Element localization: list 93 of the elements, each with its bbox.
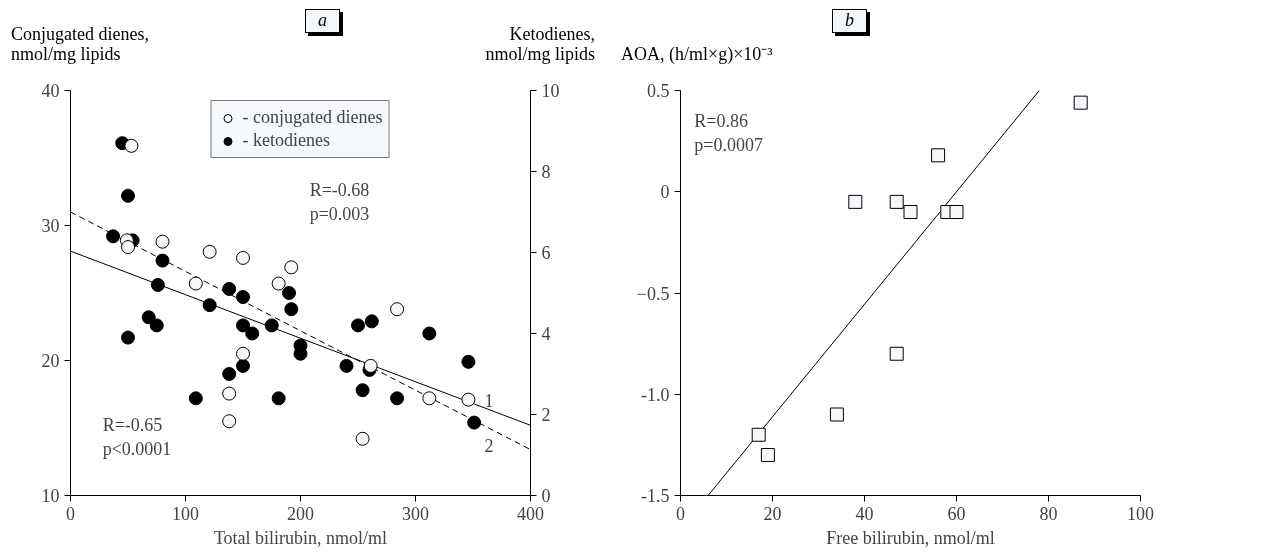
point: [222, 414, 237, 429]
x-tick-label: 40: [855, 503, 874, 524]
point: [355, 383, 370, 398]
point: [903, 205, 918, 219]
y-tick-label: 20: [41, 351, 60, 371]
y-axis-title: AOA, (h/ml×g)×10⁻³: [621, 44, 773, 65]
point: [284, 302, 299, 317]
point: [461, 354, 476, 369]
point: [760, 448, 775, 462]
point: [889, 346, 904, 361]
point: [236, 318, 250, 333]
point: [121, 330, 135, 345]
point: [422, 391, 437, 406]
point: [467, 415, 482, 430]
point: [390, 302, 405, 317]
point: [284, 260, 299, 275]
legend-label: - conjugated dienes: [242, 107, 383, 128]
x-tick-label: 200: [287, 503, 314, 524]
y-tick-label: -1.0: [641, 384, 670, 405]
point: [188, 391, 203, 406]
y-tick-label: 0: [660, 182, 670, 203]
point: [222, 281, 237, 296]
y-tick-label: 30: [41, 216, 60, 236]
x-tick-label: 0: [66, 503, 75, 524]
y2-tick-label: 8: [541, 162, 551, 182]
x-tick-label: 60: [947, 503, 966, 524]
point: [363, 358, 378, 373]
x-axis-title: Total bilirubin, nmol/ml: [213, 527, 388, 548]
point: [202, 298, 217, 313]
y-tick-label: −0.5: [636, 283, 670, 304]
x-tick-label: 0: [676, 503, 685, 524]
annotation: R=0.86 p=0.0007: [694, 110, 763, 155]
point: [236, 358, 250, 373]
point: [155, 234, 170, 249]
y2-tick-label: 10: [541, 81, 560, 101]
y2-tick-label: 6: [541, 243, 551, 263]
point: [271, 391, 286, 406]
point: [848, 194, 863, 209]
point: [155, 253, 170, 268]
point: [931, 148, 946, 163]
point: [264, 318, 279, 333]
x-tick-label: 20: [763, 503, 782, 524]
point: [355, 431, 370, 446]
point: [236, 250, 250, 265]
y2-tick-label: 0: [541, 486, 551, 506]
point: [121, 188, 135, 203]
point: [829, 407, 844, 422]
y-tick-label: -1.5: [641, 486, 670, 506]
point: [149, 318, 164, 333]
point: [222, 386, 237, 401]
point: [236, 290, 250, 305]
annotation: 2: [484, 435, 494, 456]
point: [751, 427, 766, 442]
point: [889, 194, 904, 209]
y-axis-title: Conjugated dienes, nmol/mg lipids: [11, 24, 149, 65]
annotation: R=-0.65 p<0.0001: [102, 414, 172, 459]
point: [202, 244, 217, 259]
x-tick-label: 400: [517, 503, 544, 524]
point: [282, 286, 296, 300]
x-tick-label: 300: [402, 503, 429, 524]
y2-tick-label: 2: [541, 405, 551, 425]
point: [351, 318, 365, 333]
point: [271, 276, 286, 291]
point: [422, 326, 437, 341]
point: [188, 276, 203, 291]
point: [245, 326, 260, 341]
point: [236, 346, 250, 361]
legend-label: - ketodienes: [242, 130, 330, 151]
point: [390, 391, 405, 406]
point: [339, 358, 354, 373]
y2-axis-title: Ketodienes, nmol/mg lipids: [485, 24, 595, 65]
x-tick-label: 80: [1039, 503, 1058, 524]
y-tick-label: 40: [41, 81, 60, 101]
point: [949, 205, 964, 219]
y-tick-label: 0.5: [647, 81, 670, 101]
text: b: [832, 9, 867, 33]
point: [364, 314, 379, 329]
point: [150, 277, 165, 292]
text: a: [305, 9, 340, 33]
point: [106, 229, 121, 244]
point: [222, 367, 237, 381]
x-tick-label: 100: [172, 503, 199, 524]
y-tick-label: 10: [41, 486, 60, 506]
x-tick-label: 100: [1127, 503, 1154, 524]
point: [124, 138, 139, 153]
point: [461, 392, 476, 407]
point: [1073, 95, 1088, 110]
annotation: R=-0.68 p=0.003: [309, 179, 370, 224]
y2-tick-label: 4: [541, 324, 551, 344]
x-axis-title: Free bilirubin, nmol/ml: [826, 527, 995, 548]
point: [121, 240, 135, 255]
annotation: 1: [484, 391, 494, 412]
point: [141, 310, 156, 325]
